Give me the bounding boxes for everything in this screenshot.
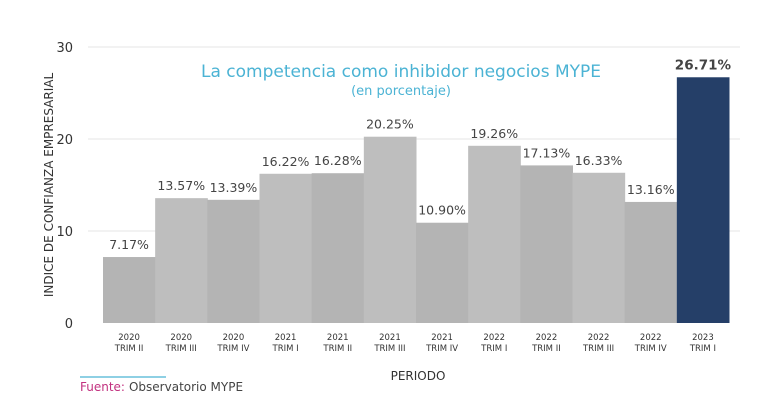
data-label: 16.33% xyxy=(575,153,623,168)
data-label: 10.90% xyxy=(418,203,466,218)
data-label: 13.39% xyxy=(210,180,258,195)
x-tick-quarter: TRIM II xyxy=(114,344,144,354)
bar xyxy=(207,199,260,323)
x-tick-quarter: TRIM I xyxy=(689,344,716,354)
data-label: 16.28% xyxy=(314,153,362,168)
bar xyxy=(363,136,417,323)
x-tick-quarter: TRIM II xyxy=(531,344,561,354)
x-tick-year: 2021 xyxy=(379,333,401,343)
bar xyxy=(155,198,208,323)
x-tick-quarter: TRIM I xyxy=(272,344,299,354)
chart-title: La competencia como inhibidor negocios M… xyxy=(201,62,601,82)
bar xyxy=(103,257,156,323)
data-label: 7.17% xyxy=(109,237,149,252)
x-tick-year: 2021 xyxy=(327,333,349,343)
bar xyxy=(676,77,730,323)
x-tick-year: 2022 xyxy=(483,333,505,343)
x-tick-quarter: TRIM II xyxy=(322,344,352,354)
x-tick-quarter: TRIM I xyxy=(480,344,507,354)
x-tick-year: 2023 xyxy=(692,333,714,343)
y-axis-label: INDICE DE CONFIANZA EMPRESARIAL xyxy=(42,73,56,298)
x-tick-quarter: TRIM III xyxy=(373,344,405,354)
x-axis-label: PERIODO xyxy=(391,369,446,383)
y-tick-label: 0 xyxy=(65,317,73,332)
y-tick-label: 10 xyxy=(56,225,73,240)
x-tick-quarter: TRIM IV xyxy=(634,344,667,354)
data-label: 17.13% xyxy=(523,145,571,160)
x-tick-year: 2020 xyxy=(118,333,140,343)
y-tick-label: 20 xyxy=(56,133,73,148)
x-tick-quarter: TRIM III xyxy=(582,344,614,354)
data-label: 13.16% xyxy=(627,182,675,197)
source-text: Fuente: Observatorio MYPE xyxy=(80,380,243,394)
bar xyxy=(520,165,573,323)
x-tick-year: 2022 xyxy=(640,333,662,343)
x-tick-quarter: TRIM IV xyxy=(216,344,249,354)
x-tick-year: 2022 xyxy=(536,333,558,343)
x-tick-year: 2021 xyxy=(275,333,297,343)
data-label: 16.22% xyxy=(262,154,310,169)
bar xyxy=(624,201,678,323)
bar xyxy=(259,173,313,323)
source-label: Fuente: xyxy=(80,380,125,394)
x-tick-quarter: TRIM IV xyxy=(425,344,458,354)
bar xyxy=(416,222,469,323)
chart-subtitle: (en porcentaje) xyxy=(351,84,451,99)
y-tick-label: 30 xyxy=(56,41,73,56)
x-tick-year: 2020 xyxy=(170,333,192,343)
bar xyxy=(468,145,521,323)
data-label: 26.71% xyxy=(675,57,732,73)
data-label: 13.57% xyxy=(157,178,205,193)
data-label: 19.26% xyxy=(470,126,518,141)
bar xyxy=(311,173,365,323)
x-tick-year: 2022 xyxy=(588,333,610,343)
x-tick-year: 2021 xyxy=(431,333,453,343)
x-tick-year: 2020 xyxy=(223,333,245,343)
x-tick-quarter: TRIM III xyxy=(165,344,197,354)
source-name: Observatorio MYPE xyxy=(129,380,243,394)
bar xyxy=(572,172,626,323)
data-label: 20.25% xyxy=(366,117,414,132)
